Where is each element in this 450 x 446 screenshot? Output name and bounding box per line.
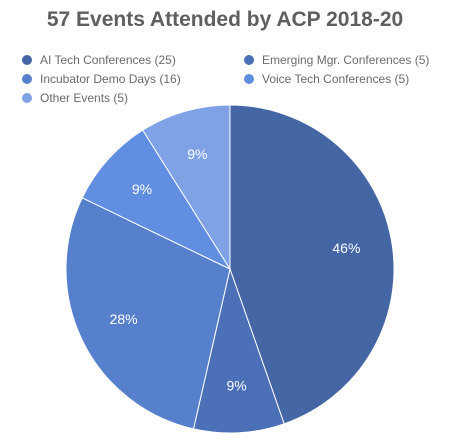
- legend-swatch-emerging-mgr: [244, 55, 254, 65]
- legend-label-other: Other Events (5): [40, 91, 129, 105]
- chart-title: 57 Events Attended by ACP 2018-20: [46, 8, 404, 31]
- legend: AI Tech Conferences (25) Emerging Mgr. C…: [22, 52, 442, 106]
- legend-item-incubator: Incubator Demo Days (16): [22, 71, 244, 87]
- legend-item-other: Other Events (5): [22, 90, 244, 106]
- legend-label-emerging-mgr: Emerging Mgr. Conferences (5): [262, 53, 430, 67]
- legend-swatch-voice-tech: [244, 74, 254, 84]
- legend-label-voice-tech: Voice Tech Conferences (5): [262, 72, 410, 86]
- pie-label-ai-tech: 46%: [332, 240, 360, 256]
- legend-item-ai-tech: AI Tech Conferences (25): [22, 52, 244, 68]
- pie-slice-incubator: [65, 197, 231, 430]
- pie-label-incubator: 28%: [110, 311, 138, 327]
- legend-swatch-incubator: [22, 74, 32, 84]
- pie-slice-voice-tech: [81, 129, 232, 271]
- pie-slice-other: [142, 104, 231, 271]
- pie-label-voice-tech: 9%: [132, 181, 152, 197]
- pie-slice-emerging-mgr: [192, 267, 285, 434]
- legend-label-incubator: Incubator Demo Days (16): [40, 72, 181, 86]
- pie-label-other: 9%: [187, 146, 207, 162]
- pie-slice-ai-tech: [229, 104, 395, 425]
- legend-item-voice-tech: Voice Tech Conferences (5): [244, 71, 444, 87]
- pie-label-emerging-mgr: 9%: [227, 378, 247, 394]
- legend-item-emerging-mgr: Emerging Mgr. Conferences (5): [244, 52, 444, 68]
- legend-swatch-ai-tech: [22, 55, 32, 65]
- legend-swatch-other: [22, 93, 32, 103]
- legend-label-ai-tech: AI Tech Conferences (25): [40, 53, 176, 67]
